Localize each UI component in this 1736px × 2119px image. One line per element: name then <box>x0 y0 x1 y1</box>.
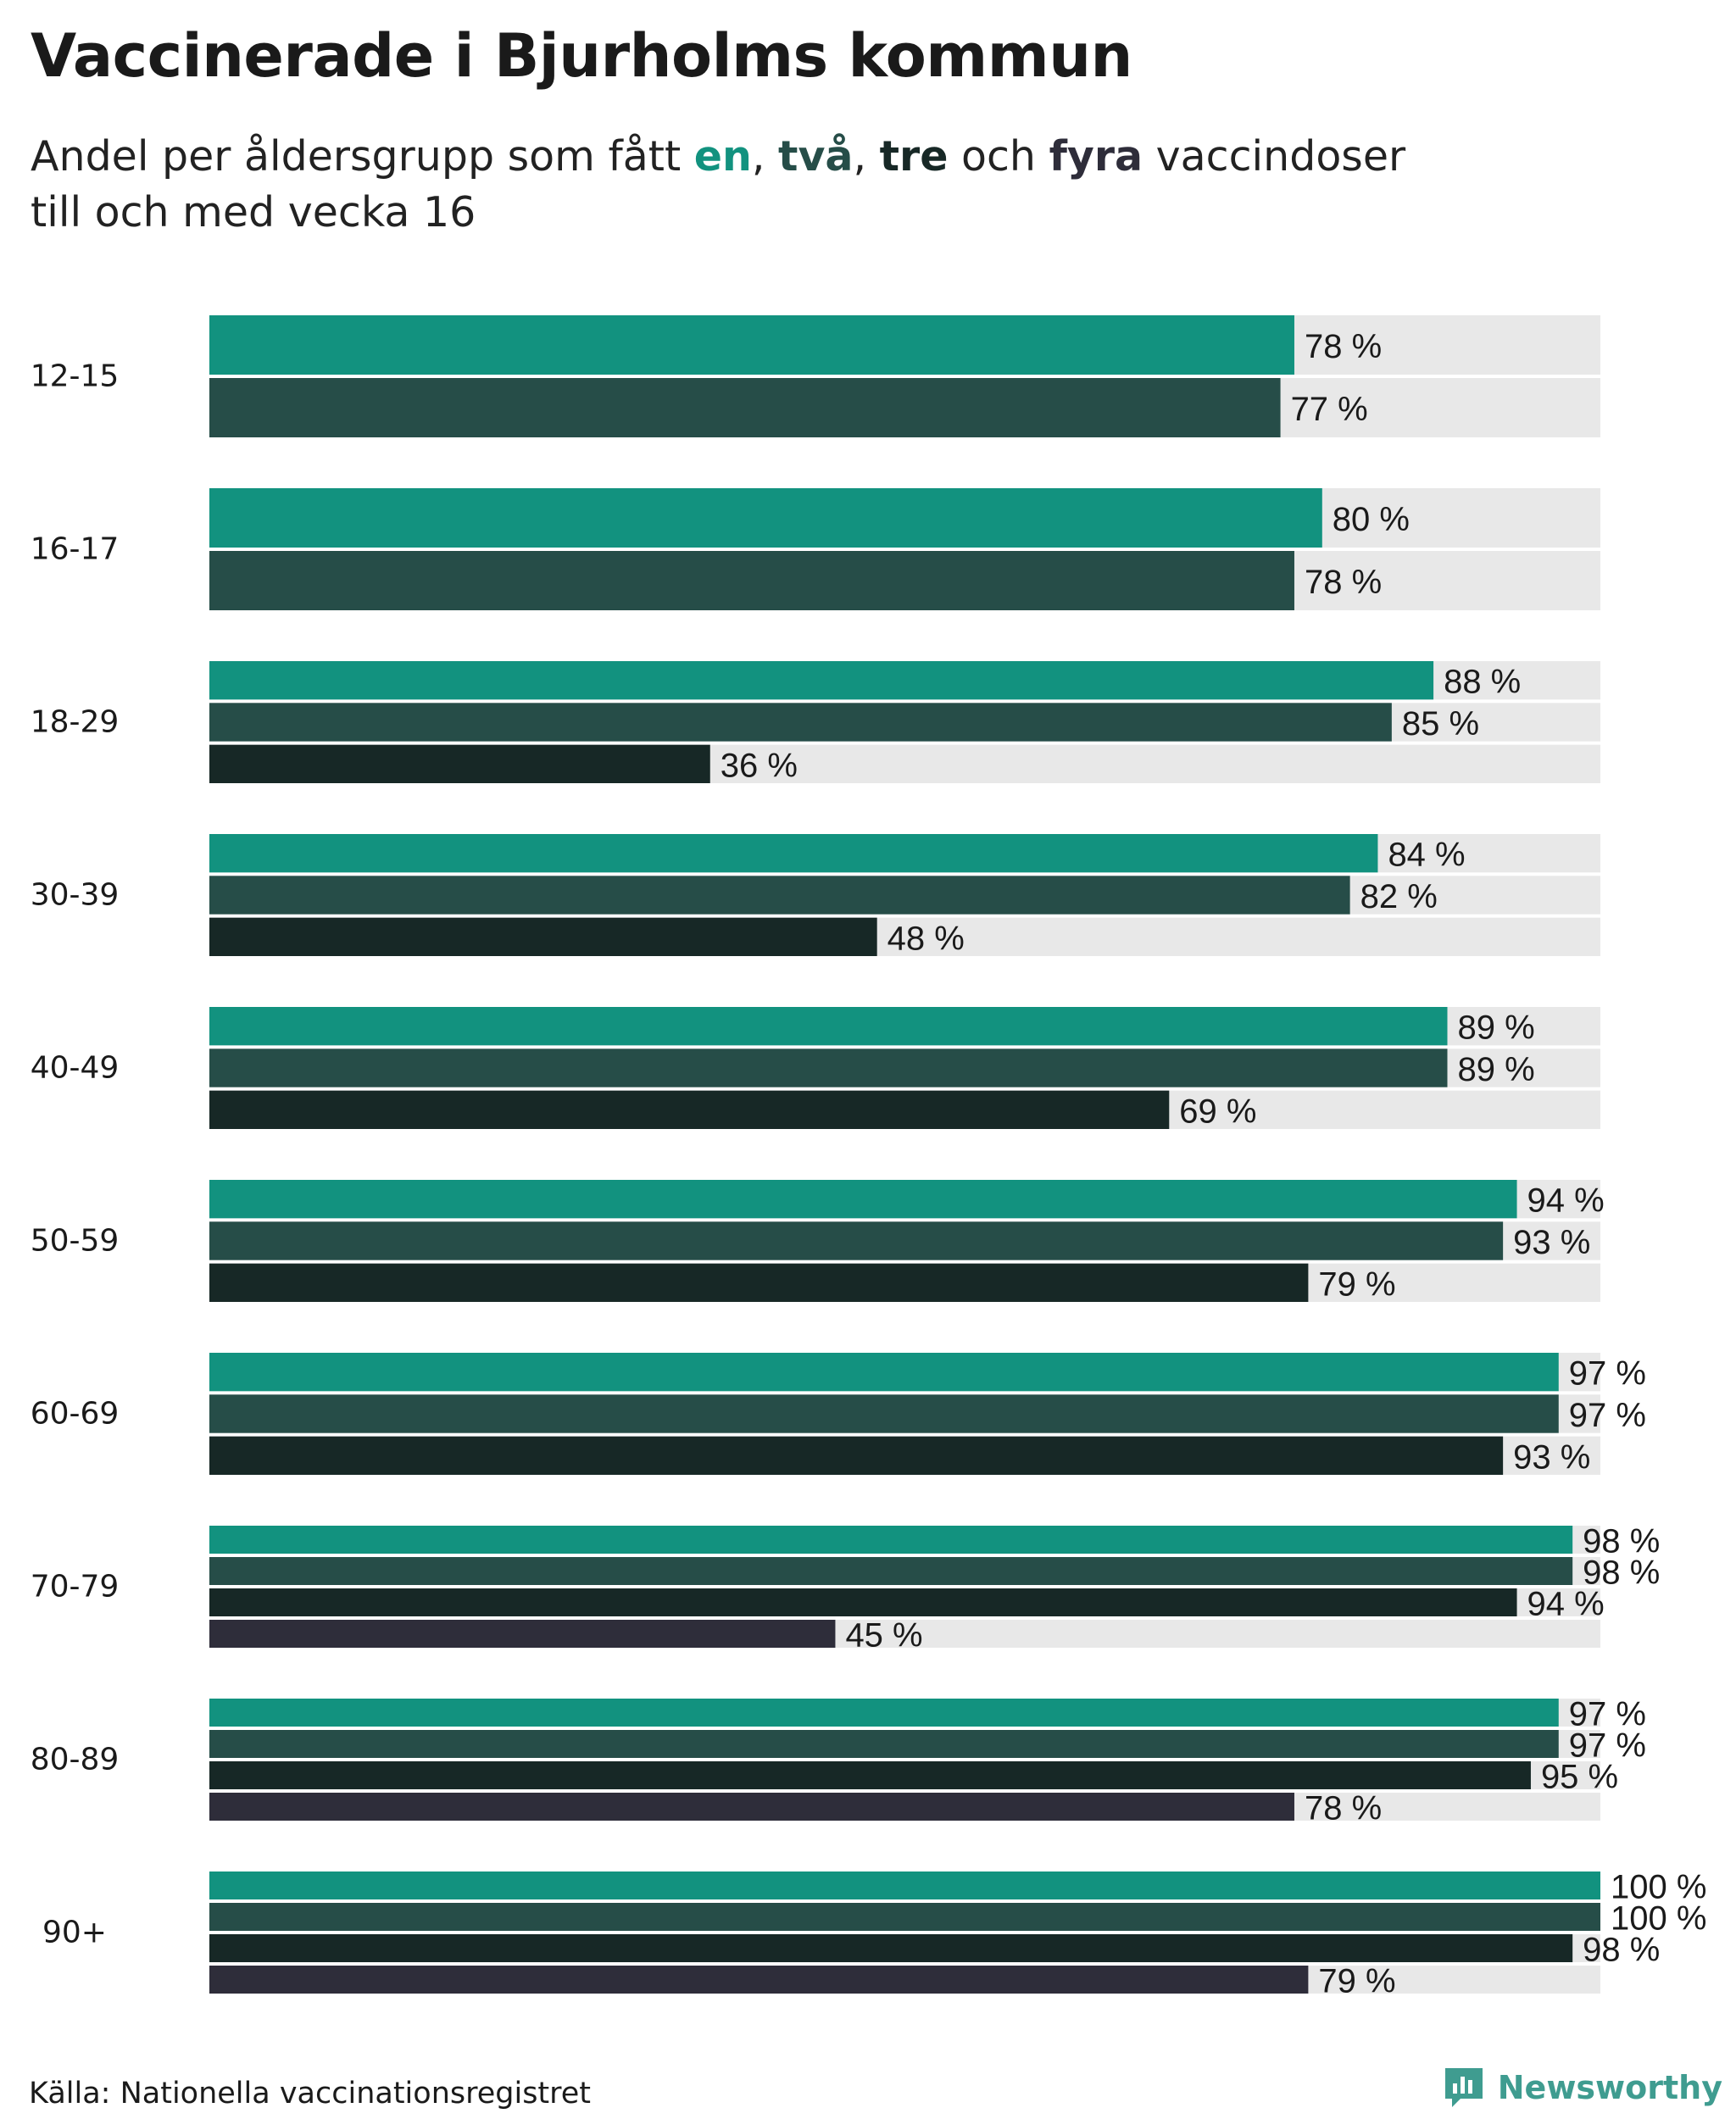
category-label: 70-79 <box>31 1570 120 1605</box>
category-label: 16-17 <box>31 532 120 567</box>
data-label: 95 % <box>1541 1759 1618 1796</box>
legend-dose-4: fyra <box>1049 132 1143 181</box>
bar-två <box>209 1903 1600 1931</box>
data-label: 82 % <box>1360 878 1438 915</box>
data-label: 98 % <box>1583 1523 1660 1560</box>
bar-en <box>209 1007 1448 1046</box>
data-label: 98 % <box>1583 1554 1660 1592</box>
subtitle-text: och <box>948 132 1049 181</box>
category-label: 50-59 <box>31 1224 120 1259</box>
category-label: 80-89 <box>31 1743 120 1777</box>
category-label: 60-69 <box>31 1397 120 1432</box>
data-label: 98 % <box>1583 1932 1660 1969</box>
data-label: 36 % <box>721 747 798 784</box>
data-label: 89 % <box>1457 1051 1534 1088</box>
bar-två <box>209 551 1294 610</box>
subtitle-separator: , <box>751 132 779 181</box>
bar-en <box>209 315 1294 375</box>
subtitle-separator: , <box>853 132 880 181</box>
data-label: 78 % <box>1305 1790 1382 1827</box>
bar-en <box>209 488 1322 548</box>
brand-logo: Newsworthy <box>1442 2065 1722 2111</box>
data-label: 88 % <box>1444 664 1521 701</box>
bar-fyra <box>209 1620 836 1648</box>
data-label: 93 % <box>1513 1224 1590 1261</box>
data-label: 45 % <box>845 1617 922 1655</box>
bar-två <box>209 378 1281 437</box>
data-label: 94 % <box>1527 1182 1605 1220</box>
subtitle-text: Andel per åldersgrupp som fått <box>31 132 694 181</box>
subtitle-line-2: till och med vecka 16 <box>31 188 476 236</box>
data-label: 97 % <box>1569 1397 1646 1434</box>
chart-title: Vaccinerade i Bjurholms kommun <box>31 21 1132 91</box>
bar-två <box>209 1557 1573 1585</box>
bar-två <box>209 1048 1448 1087</box>
source-note: Källa: Nationella vaccinationsregistret <box>29 2077 592 2111</box>
data-label: 84 % <box>1388 837 1465 874</box>
category-label: 18-29 <box>31 705 120 740</box>
bar-två <box>209 703 1392 742</box>
data-label: 93 % <box>1513 1438 1590 1476</box>
bar-en <box>209 834 1378 873</box>
bar-en <box>209 1526 1573 1554</box>
data-label: 48 % <box>887 920 965 957</box>
category-label: 90+ <box>42 1916 107 1950</box>
bar-tre <box>209 1090 1170 1129</box>
bar-chart: 12-15 78 % 77 % 16-17 80 % 78 % 18-29 88 % 85 % 3… <box>31 315 1706 2000</box>
data-label: 97 % <box>1569 1727 1646 1765</box>
legend-dose-2: två <box>778 132 854 181</box>
data-label: 78 % <box>1305 328 1382 365</box>
bar-två <box>209 1730 1559 1758</box>
data-label: 69 % <box>1179 1093 1256 1130</box>
bar-en <box>209 1180 1517 1219</box>
category-label: 30-39 <box>31 878 120 913</box>
data-label: 80 % <box>1333 501 1410 538</box>
bar-en <box>209 661 1434 700</box>
data-label: 100 % <box>1611 1900 1706 1938</box>
bar-två <box>209 1394 1559 1433</box>
bar-tre <box>209 917 877 956</box>
bar-tre <box>209 1934 1573 1962</box>
data-label: 94 % <box>1527 1586 1605 1623</box>
category-label: 12-15 <box>31 359 120 394</box>
bar-tre <box>209 1436 1504 1475</box>
data-label: 77 % <box>1291 391 1368 428</box>
data-label: 85 % <box>1402 705 1479 742</box>
data-label: 89 % <box>1457 1009 1534 1047</box>
bar-två <box>209 1221 1504 1260</box>
bar-fyra <box>209 1966 1309 1994</box>
legend-dose-3: tre <box>879 132 949 181</box>
data-label: 79 % <box>1318 1963 1395 2000</box>
bar-en <box>209 1872 1600 1899</box>
category-label: 40-49 <box>31 1051 120 1086</box>
data-label: 100 % <box>1611 1869 1706 1906</box>
data-label: 97 % <box>1569 1355 1646 1393</box>
bar-tre <box>209 1761 1531 1789</box>
bar-tre <box>209 1263 1309 1302</box>
data-label: 79 % <box>1318 1265 1395 1303</box>
bar-två <box>209 876 1350 915</box>
bar-en <box>209 1353 1559 1392</box>
legend-dose-1: en <box>693 132 752 181</box>
brand-name: Newsworthy <box>1497 2069 1722 2106</box>
bar-tre <box>209 744 710 783</box>
data-label: 78 % <box>1305 564 1382 601</box>
newsworthy-logo-icon <box>1444 2068 1483 2107</box>
bar-fyra <box>209 1793 1294 1821</box>
data-label: 97 % <box>1569 1696 1646 1733</box>
bar-tre <box>209 1588 1517 1616</box>
chart-subtitle: Andel per åldersgrupp som fått en, två, … <box>31 129 1692 241</box>
bar-en <box>209 1699 1559 1727</box>
subtitle-text: vaccindoser <box>1143 132 1406 181</box>
